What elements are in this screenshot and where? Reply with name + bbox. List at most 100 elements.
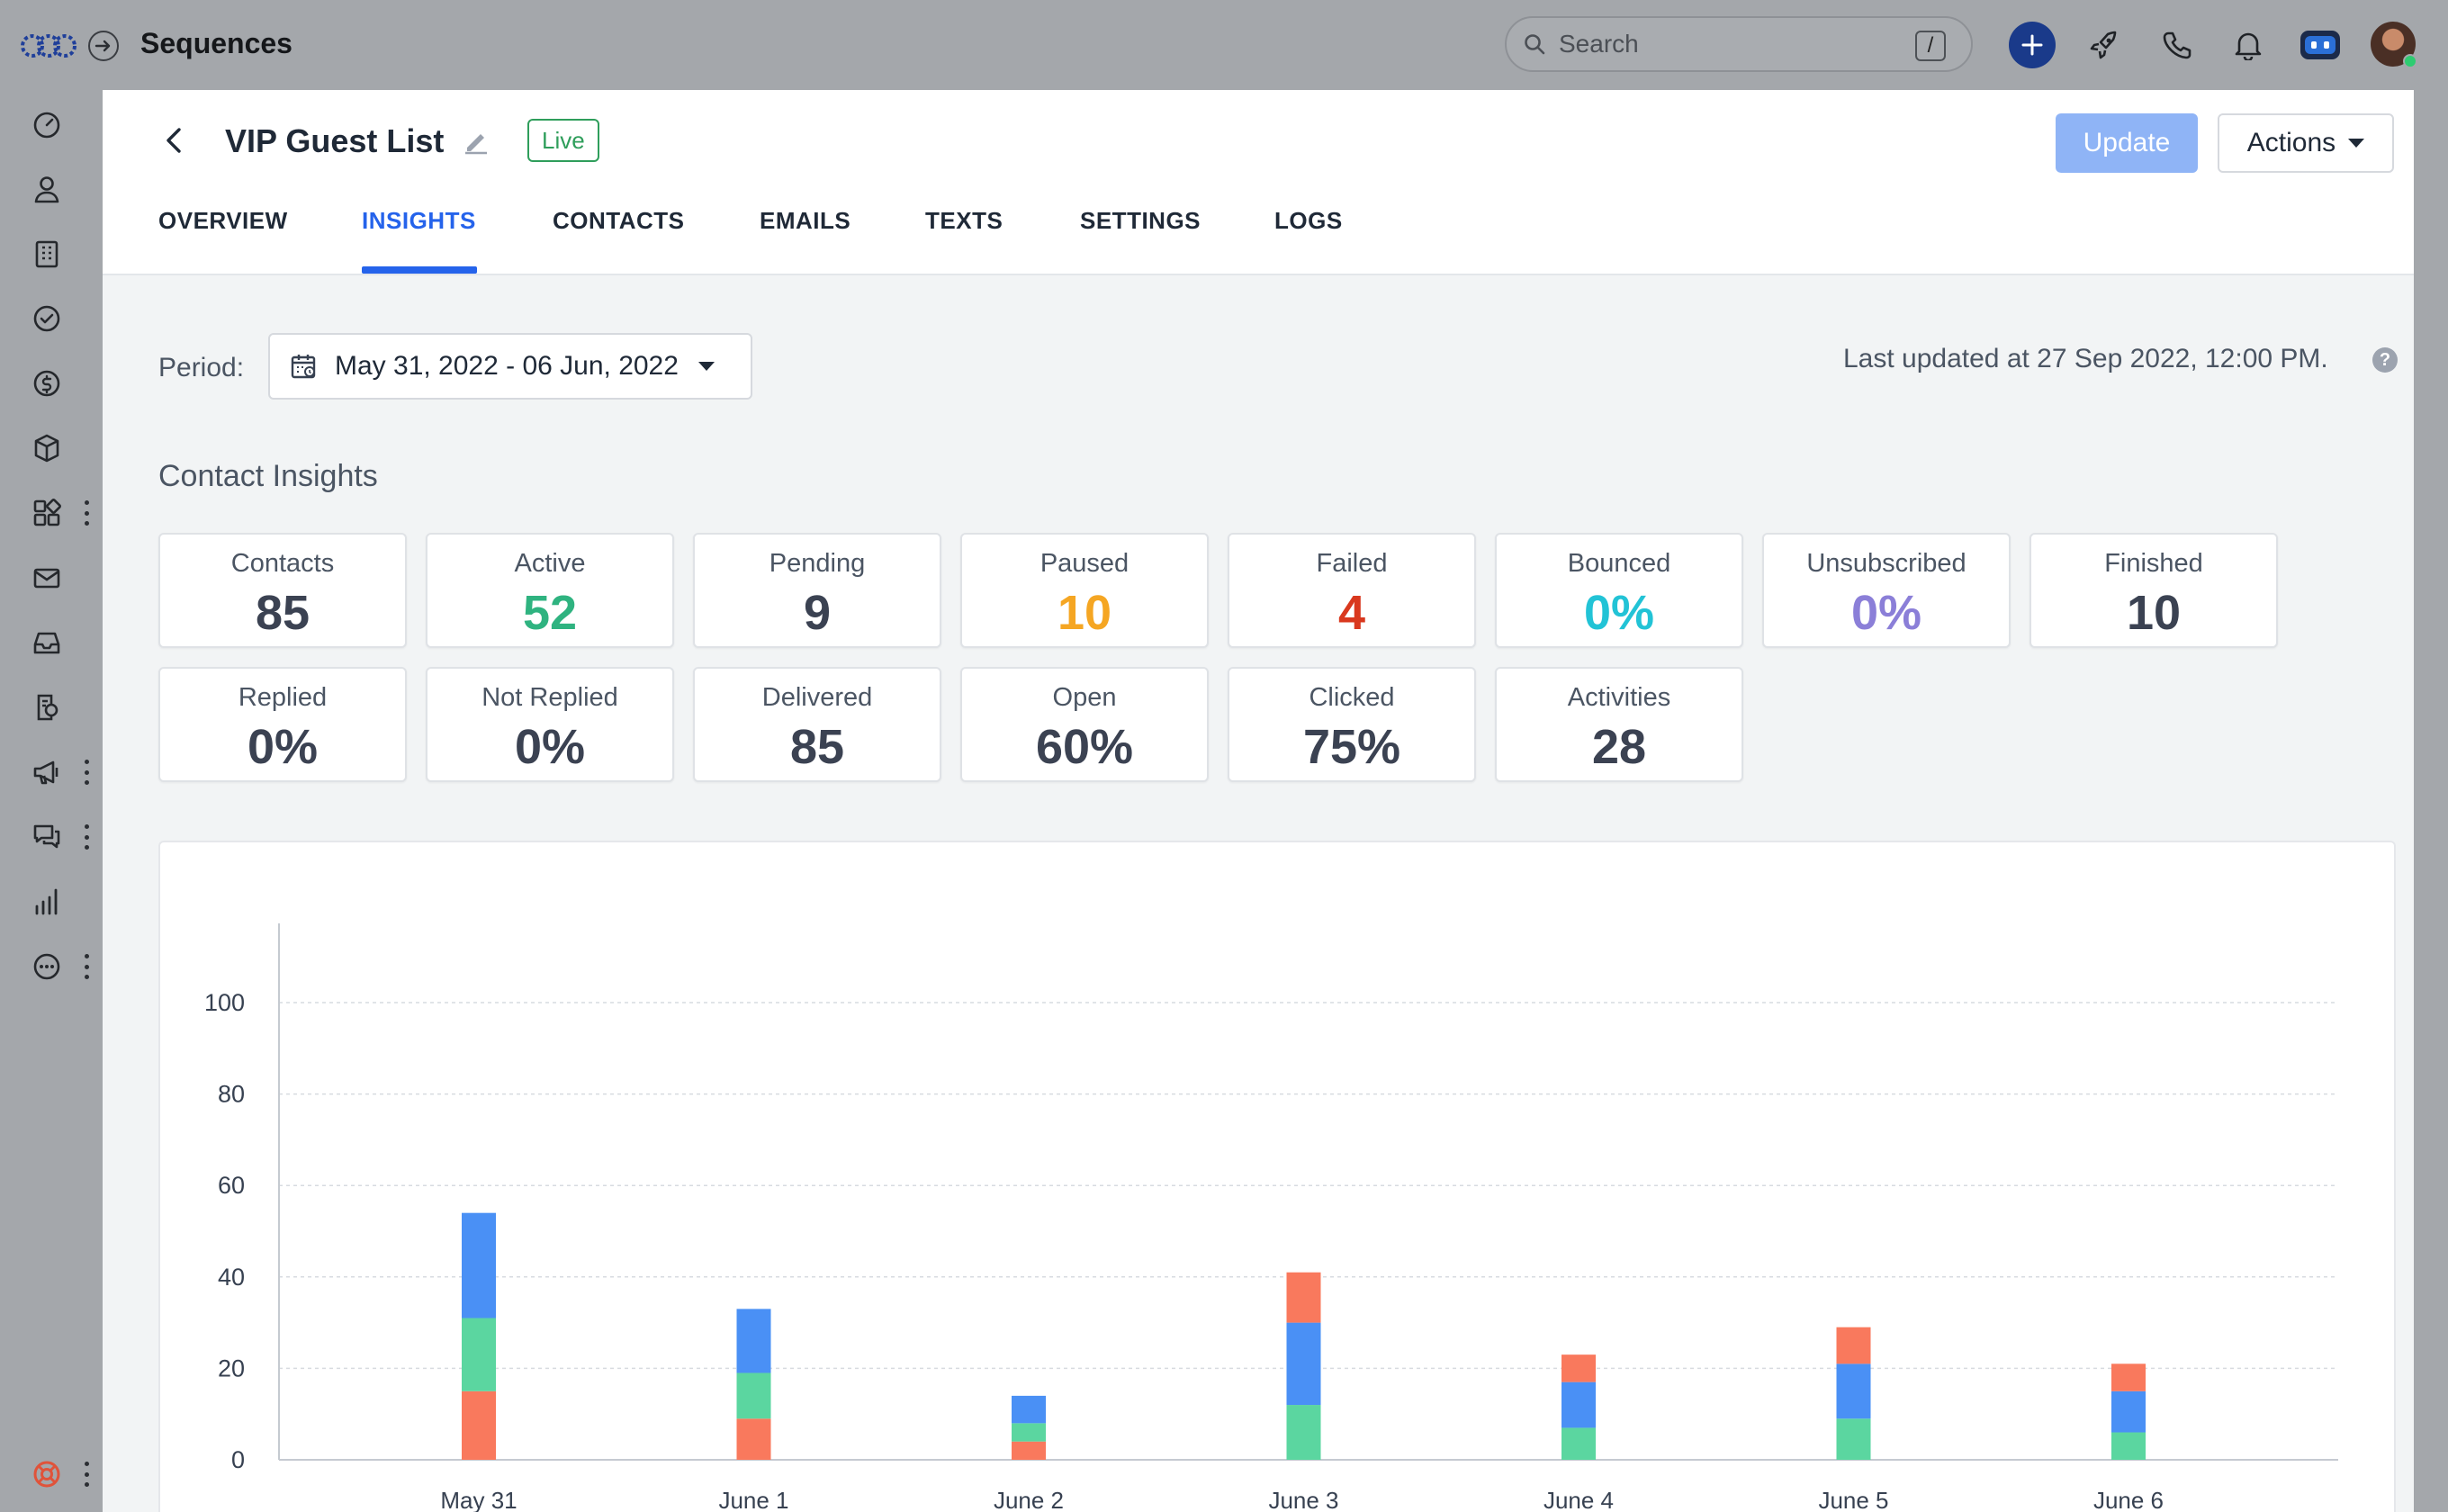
bar-segment[interactable] xyxy=(1286,1322,1321,1406)
deals-icon[interactable] xyxy=(29,365,65,401)
section-title: Contact Insights xyxy=(158,459,378,493)
dashboard-icon[interactable] xyxy=(29,106,65,142)
tab-emails[interactable]: EMAILS xyxy=(760,207,851,234)
stat-card-delivered[interactable]: Delivered 85 xyxy=(693,667,941,782)
apps-more-icon[interactable] xyxy=(83,500,90,526)
y-tick-label: 0 xyxy=(231,1446,245,1473)
stat-card-pending[interactable]: Pending 9 xyxy=(693,533,941,648)
bar-segment[interactable] xyxy=(1562,1354,1596,1382)
bar-segment[interactable] xyxy=(1836,1327,1871,1364)
bar-segment[interactable] xyxy=(1836,1364,1871,1419)
bar-segment[interactable] xyxy=(736,1372,771,1419)
stat-card-label: Paused xyxy=(1040,549,1130,578)
conversations-icon[interactable] xyxy=(29,819,65,855)
tab-settings[interactable]: SETTINGS xyxy=(1080,207,1202,234)
quick-add-button[interactable] xyxy=(2009,22,2056,68)
y-tick-label: 40 xyxy=(218,1264,245,1291)
more-menu-icon[interactable] xyxy=(83,954,90,979)
bar-segment[interactable] xyxy=(2111,1390,2146,1433)
edit-pencil-icon[interactable] xyxy=(461,126,491,157)
user-avatar[interactable] xyxy=(2371,22,2417,68)
email-icon[interactable] xyxy=(29,560,65,596)
stat-card-finished[interactable]: Finished 10 xyxy=(2030,533,2278,648)
documents-icon[interactable] xyxy=(29,689,65,725)
stat-card-value: 52 xyxy=(522,586,578,640)
bar-segment[interactable] xyxy=(462,1390,496,1460)
stat-card-value: 0% xyxy=(514,720,586,774)
x-tick-label: June 2 xyxy=(994,1487,1064,1512)
stat-card-label: Not Replied xyxy=(482,683,618,712)
stat-card-value: 75% xyxy=(1302,720,1401,774)
period-value: May 31, 2022 - 06 Jun, 2022 xyxy=(335,351,679,381)
bar-segment[interactable] xyxy=(2111,1432,2146,1460)
stat-card-failed[interactable]: Failed 4 xyxy=(1228,533,1476,648)
help-question-icon[interactable]: ? xyxy=(2372,347,2398,373)
more-icon[interactable] xyxy=(29,949,65,985)
stat-card-value: 0% xyxy=(247,720,319,774)
campaigns-more-icon[interactable] xyxy=(83,760,90,785)
rocket-icon xyxy=(2090,31,2117,59)
stat-card-open[interactable]: Open 60% xyxy=(960,667,1209,782)
calendar-icon xyxy=(291,355,316,379)
stat-card-replied[interactable]: Replied 0% xyxy=(158,667,407,782)
x-tick-label: June 4 xyxy=(1544,1487,1614,1512)
phone-button[interactable] xyxy=(2153,22,2200,68)
tab-overview[interactable]: OVERVIEW xyxy=(158,207,288,234)
back-arrow-icon[interactable] xyxy=(158,124,191,157)
stat-card-bounced[interactable]: Bounced 0% xyxy=(1495,533,1743,648)
apps-icon[interactable] xyxy=(29,495,65,531)
online-status-icon xyxy=(2403,54,2417,68)
tab-texts[interactable]: TEXTS xyxy=(925,207,1004,234)
reports-icon[interactable] xyxy=(29,884,65,920)
tab-contacts[interactable]: CONTACTS xyxy=(553,207,685,234)
stat-card-active[interactable]: Active 52 xyxy=(426,533,674,648)
bar-segment[interactable] xyxy=(1012,1441,1046,1460)
bar-segment[interactable] xyxy=(1562,1427,1596,1460)
bar-segment[interactable] xyxy=(1562,1382,1596,1428)
tasks-icon[interactable] xyxy=(29,301,65,337)
chat-bot-button[interactable] xyxy=(2297,22,2344,68)
products-icon[interactable] xyxy=(29,430,65,466)
tab-insights[interactable]: INSIGHTS xyxy=(362,207,476,234)
bar-segment[interactable] xyxy=(462,1318,496,1391)
stat-card-label: Activities xyxy=(1567,683,1671,712)
conversations-more-icon[interactable] xyxy=(83,824,90,850)
stat-card-not-replied[interactable]: Not Replied 0% xyxy=(426,667,674,782)
campaigns-icon[interactable] xyxy=(29,754,65,790)
tab-logs[interactable]: LOGS xyxy=(1274,207,1343,234)
bar-segment[interactable] xyxy=(2111,1364,2146,1391)
bar-segment[interactable] xyxy=(1012,1395,1046,1424)
bar-segment[interactable] xyxy=(1286,1272,1321,1323)
y-tick-label: 80 xyxy=(218,1081,245,1108)
stat-card-activities[interactable]: Activities 28 xyxy=(1495,667,1743,782)
chart-card: 0 20 40 60 80 100 May 31 June 1 June 2 June 3 June… xyxy=(158,841,2396,1512)
stat-card-clicked[interactable]: Clicked 75% xyxy=(1228,667,1476,782)
notifications-button[interactable] xyxy=(2225,22,2272,68)
help-lifebuoy-icon[interactable] xyxy=(29,1456,65,1492)
bar-segment[interactable] xyxy=(462,1212,496,1318)
actions-dropdown-button[interactable]: Actions xyxy=(2218,113,2394,173)
stat-card-value: 4 xyxy=(1337,586,1366,640)
bar-segment[interactable] xyxy=(736,1309,771,1373)
stat-card-contacts[interactable]: Contacts 85 xyxy=(158,533,407,648)
search-icon xyxy=(1525,34,1545,55)
bar-segment[interactable] xyxy=(1286,1405,1321,1460)
contacts-icon[interactable] xyxy=(29,171,65,207)
help-more-icon[interactable] xyxy=(83,1462,90,1487)
expand-sidebar-button[interactable] xyxy=(88,31,119,61)
bar-segment[interactable] xyxy=(1836,1418,1871,1460)
companies-icon[interactable] xyxy=(29,236,65,272)
search-input[interactable]: Search xyxy=(1559,30,1639,58)
phone-icon xyxy=(2163,32,2192,59)
app-logo-icon[interactable] xyxy=(20,29,77,63)
inbox-icon[interactable] xyxy=(29,625,65,661)
rocket-button[interactable] xyxy=(2081,22,2128,68)
period-date-range-select[interactable]: May 31, 2022 - 06 Jun, 2022 xyxy=(268,333,752,400)
bar-segment[interactable] xyxy=(736,1418,771,1460)
stat-card-unsubscribed[interactable]: Unsubscribed 0% xyxy=(1762,533,2011,648)
update-button[interactable]: Update xyxy=(2056,113,2198,173)
stat-card-paused[interactable]: Paused 10 xyxy=(960,533,1209,648)
search-bar[interactable]: Search / xyxy=(1505,16,1973,72)
stat-card-label: Delivered xyxy=(761,683,873,712)
bar-segment[interactable] xyxy=(1012,1423,1046,1442)
